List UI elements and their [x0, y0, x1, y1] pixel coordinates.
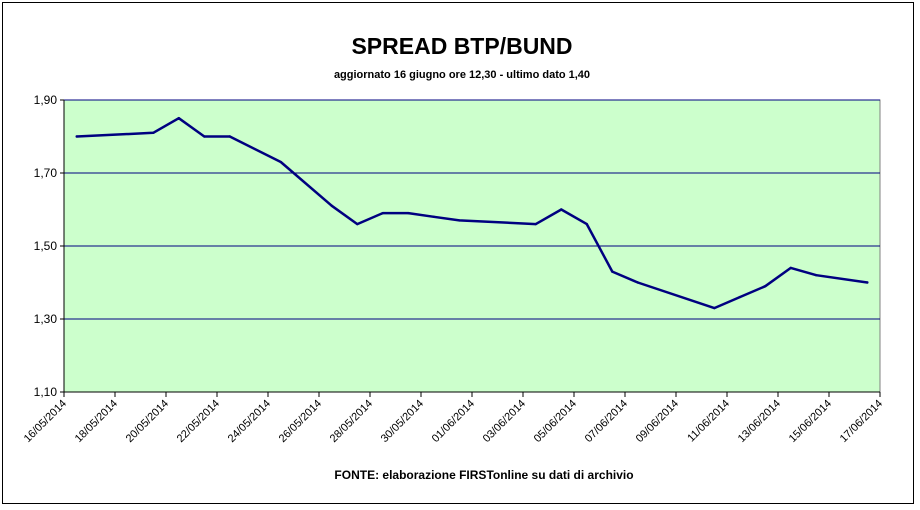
y-tick-label: 1,70: [34, 166, 58, 180]
series-spread: [75, 116, 869, 310]
data-point: [152, 131, 155, 135]
x-tick-label: 05/06/2014: [532, 398, 579, 445]
x-tick-label: 11/06/2014: [685, 398, 732, 445]
x-tick-label: 20/05/2014: [124, 398, 171, 445]
data-point: [585, 222, 588, 226]
x-tick-label: 26/05/2014: [277, 398, 324, 445]
x-tick-label: 30/05/2014: [379, 398, 426, 445]
data-point: [330, 204, 333, 208]
x-tick-label: 01/06/2014: [430, 398, 477, 445]
data-point: [407, 211, 410, 215]
data-point: [789, 266, 792, 270]
y-tick-label: 1,10: [34, 385, 58, 399]
x-tick-label: 22/05/2014: [175, 398, 222, 445]
y-tick-label: 1,90: [34, 93, 58, 107]
x-tick-label: 09/06/2014: [634, 398, 681, 445]
data-point: [713, 306, 716, 310]
x-tick-label: 17/06/2014: [838, 398, 885, 445]
data-point: [534, 222, 537, 226]
data-point: [381, 211, 384, 215]
data-point: [611, 270, 614, 273]
x-tick-label: 15/06/2014: [787, 398, 834, 445]
x-tick-label: 18/05/2014: [73, 398, 120, 445]
data-point: [815, 274, 818, 277]
data-point: [356, 222, 359, 226]
data-point: [764, 284, 767, 288]
data-point: [738, 295, 741, 299]
x-tick-label: 16/05/2014: [22, 398, 69, 445]
x-tick-label: 07/06/2014: [583, 398, 630, 445]
data-point: [177, 117, 180, 120]
y-tick-label: 1,50: [34, 239, 58, 253]
source-note: FONTE: elaborazione FIRSTonline su dati …: [334, 468, 633, 482]
chart-title: SPREAD BTP/BUND: [351, 33, 572, 59]
data-point: [228, 135, 231, 138]
x-tick-label: 28/05/2014: [328, 398, 375, 445]
x-tick-label: 24/05/2014: [226, 398, 273, 445]
data-point: [75, 135, 78, 138]
data-point: [432, 215, 435, 218]
data-point: [636, 281, 639, 284]
x-axis-ticks: 16/05/2014 18/05/2014 20/05/2014 22/05/2014…: [22, 392, 885, 445]
x-tick-label: 13/06/2014: [736, 398, 783, 445]
data-point: [203, 135, 206, 138]
x-tick-label: 03/06/2014: [481, 398, 528, 445]
y-axis-ticks: 1,10 1,30 1,50 1,70 1,90: [34, 93, 64, 399]
chart-subtitle: aggiornato 16 giugno ore 12,30 - ultimo …: [334, 69, 590, 81]
data-point: [866, 281, 869, 284]
data-point: [560, 208, 563, 211]
data-point: [458, 219, 461, 222]
data-point: [279, 160, 282, 164]
gridlines: [64, 99, 880, 320]
y-tick-label: 1,30: [34, 312, 58, 326]
